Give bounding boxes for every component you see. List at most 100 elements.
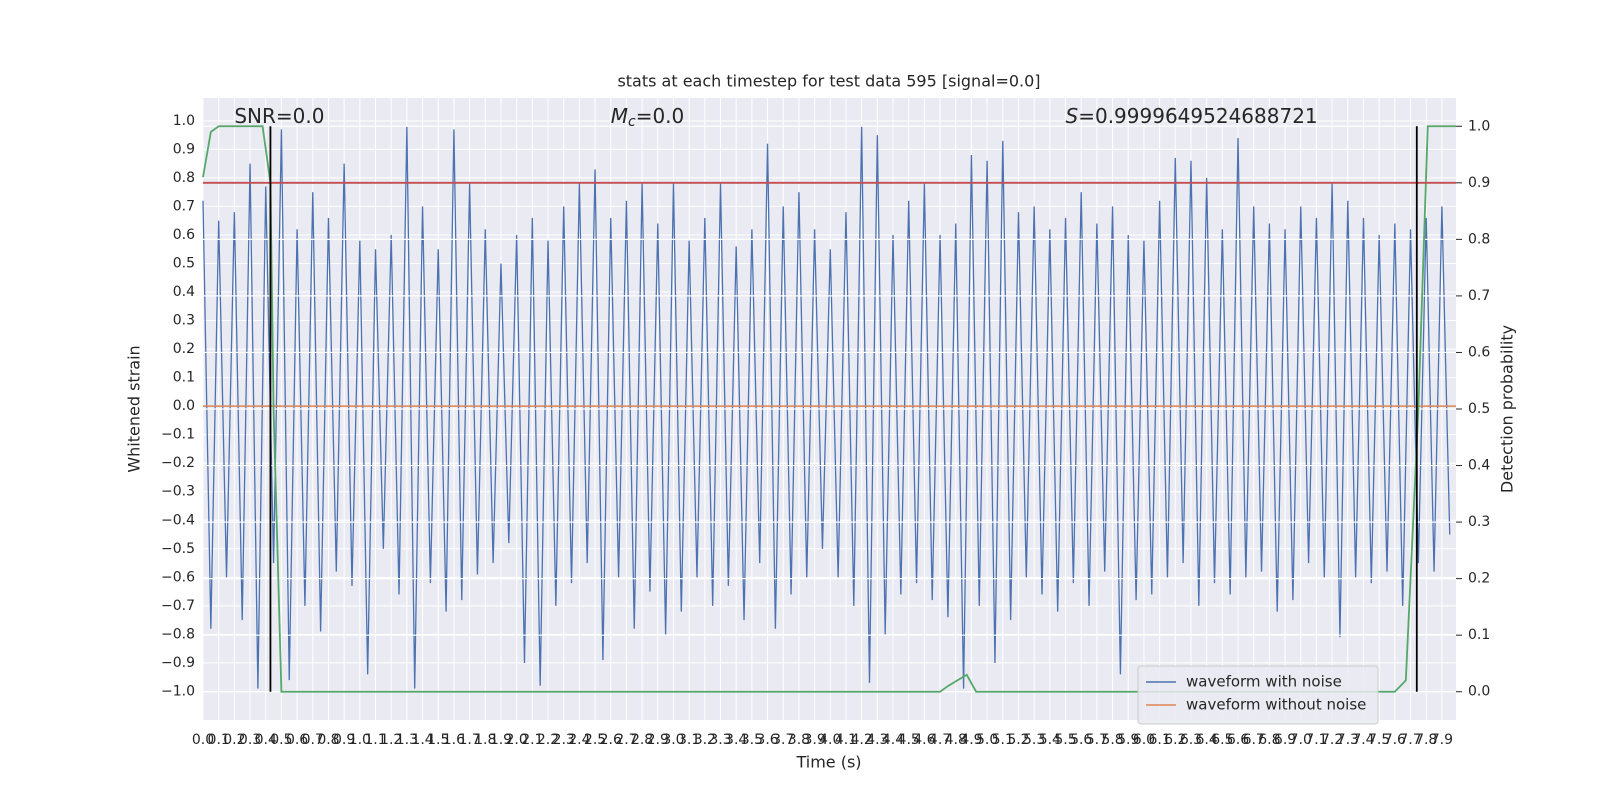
x-axis-label: Time (s) [795,753,861,772]
x-tick-label: 0.6 [286,732,308,748]
x-tick-label: 2.7 [615,732,637,748]
x-tick-label: 4.6 [913,732,935,748]
x-tick-label: 0.8 [317,732,339,748]
y-tick-label: 0.5 [173,255,195,271]
x-tick-label: 3.4 [725,732,747,748]
x-tick-label: 6.4 [1196,732,1218,748]
y2-tick-label: 0.6 [1468,344,1490,360]
x-tick-label: 5.3 [1023,732,1045,748]
y-tick-label: 0.9 [173,141,195,157]
y-tick-label: −0.8 [161,626,195,642]
x-tick-label: 2.5 [584,732,606,748]
y2-tick-label: 0.0 [1468,684,1490,700]
x-tick-label: 4.2 [851,732,873,748]
x-tick-label: 3.7 [772,732,794,748]
chart-title: stats at each timestep for test data 595… [617,72,1040,91]
x-tick-label: 1.8 [474,732,496,748]
x-tick-label: 7.7 [1399,732,1421,748]
x-tick-label: 7.0 [1290,732,1312,748]
x-tick-label: 1.4 [411,732,433,748]
x-tick-label: 0.1 [208,732,230,748]
probability-line [202,125,1456,693]
y-axis-label: Whitened strain [125,345,144,472]
x-tick-label: 3.8 [788,732,810,748]
x-tick-label: 6.7 [1243,732,1265,748]
x-tick-label: 5.4 [1039,732,1061,748]
x-tick-label: 4.9 [960,732,982,748]
x-tick-label: 0.0 [192,732,214,748]
y-tick-label: 0.6 [173,227,195,243]
x-tick-label: 4.4 [882,732,904,748]
x-tick-label: 6.6 [1227,732,1249,748]
legend-label: waveform with noise [1186,673,1342,691]
x-tick-label: 3.2 [694,732,716,748]
y2-tick-label: 1.0 [1468,118,1490,134]
x-tick-label: 6.5 [1211,732,1233,748]
x-tick-label: 5.0 [976,732,998,748]
y2-tick-label: 0.3 [1468,514,1490,530]
x-tick-label: 7.9 [1431,732,1453,748]
x-tick-label: 4.0 [819,732,841,748]
x-tick-label: 7.8 [1415,732,1437,748]
x-tick-label: 0.5 [270,732,292,748]
x-tick-label: 4.8 [945,732,967,748]
x-tick-label: 1.7 [458,732,480,748]
annotation-symbol: M [611,104,628,128]
x-tick-label: 1.3 [396,732,418,748]
y-tick-label: 0.1 [173,370,195,386]
y-tick-label: 0.7 [173,198,195,214]
x-tick-label: 4.3 [866,732,888,748]
x-tick-label: 0.9 [333,732,355,748]
y-tick-label: 0.8 [173,170,195,186]
x-tick-label: 7.5 [1368,732,1390,748]
x-tick-label: 2.9 [647,732,669,748]
x-tick-label: 2.6 [600,732,622,748]
x-tick-label: 3.9 [803,732,825,748]
annotation: S=0.9999649524688721 [1066,104,1318,128]
annotation: Mc=0.0 [611,104,685,131]
x-tick-label: 7.1 [1305,732,1327,748]
annotation-text: SNR=0.0 [234,104,324,128]
y-tick-label: −0.2 [161,455,195,471]
annotation-subscript: c [628,114,636,130]
x-tick-label: 5.7 [1086,732,1108,748]
x-tick-label: 7.4 [1352,732,1374,748]
x-tick-label: 5.2 [1007,732,1029,748]
x-tick-label: 1.2 [380,732,402,748]
x-tick-label: 3.3 [709,732,731,748]
x-tick-label: 1.5 [427,732,449,748]
x-tick-label: 1.1 [364,732,386,748]
x-tick-label: 2.0 [506,732,528,748]
y-tick-label: −0.3 [161,484,195,500]
y-tick-label: −0.4 [161,512,195,528]
x-tick-label: 2.4 [568,732,590,748]
y2-tick-label: 0.5 [1468,401,1490,417]
series-line [202,126,1451,689]
x-tick-label: 3.1 [678,732,700,748]
y-tick-label: 0.2 [173,341,195,357]
annotation-text: =0.0 [636,104,685,128]
x-tick-label: 7.2 [1321,732,1343,748]
x-tick-label: 2.3 [553,732,575,748]
legend-box [1137,665,1379,725]
x-tick-label: 4.5 [898,732,920,748]
x-tick-label: 4.1 [835,732,857,748]
y2-tick-label: 0.9 [1468,175,1490,191]
x-tick-label: 1.0 [349,732,371,748]
x-tick-label: 4.7 [929,732,951,748]
x-tick-label: 0.4 [255,732,277,748]
x-tick-label: 3.5 [741,732,763,748]
y-tick-label: −1.0 [161,683,195,699]
y2-axis-label: Detection probability [1498,325,1517,493]
x-tick-label: 5.8 [1101,732,1123,748]
x-tick-label: 0.7 [302,732,324,748]
x-tick-label: 7.6 [1384,732,1406,748]
y2-tick-label: 0.2 [1468,571,1490,587]
x-tick-label: 6.1 [1148,732,1170,748]
y-tick-label: −0.1 [161,427,195,443]
x-tick-label: 5.5 [1054,732,1076,748]
x-tick-label: 6.3 [1180,732,1202,748]
x-tick-label: 6.0 [1133,732,1155,748]
y-tick-label: −0.5 [161,541,195,557]
y-tick-label: 0.3 [173,313,195,329]
